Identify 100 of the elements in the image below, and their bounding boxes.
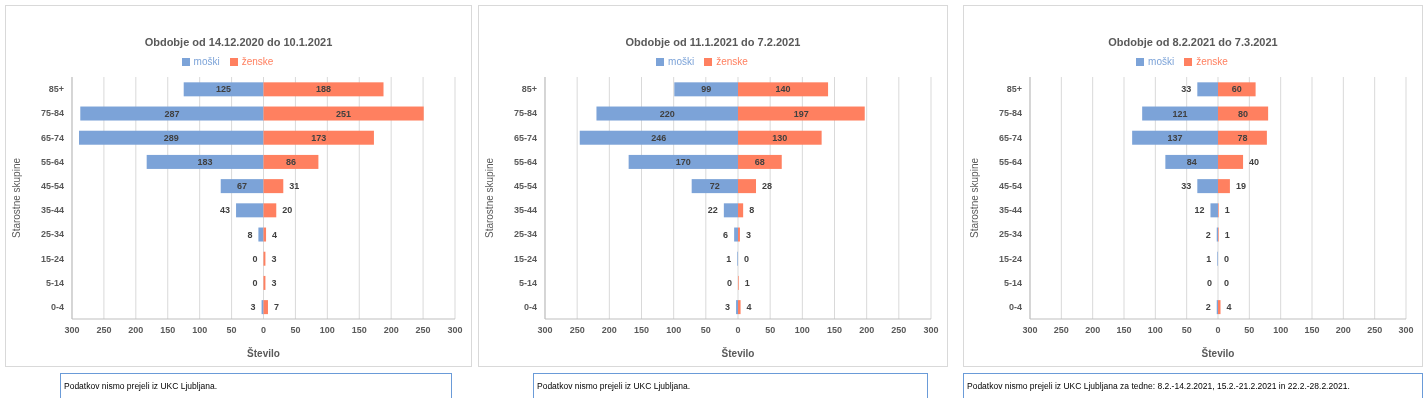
data-label: 1 bbox=[1206, 253, 1212, 264]
bar bbox=[738, 154, 782, 169]
bar bbox=[1218, 179, 1230, 194]
bar bbox=[1132, 130, 1218, 145]
bar bbox=[263, 154, 319, 169]
y-tick-label: 5-14 bbox=[45, 277, 64, 288]
data-label: 99 bbox=[701, 84, 712, 95]
data-label: 3 bbox=[271, 253, 277, 264]
data-label: 0 bbox=[744, 253, 750, 264]
y-tick-label: 35-44 bbox=[513, 205, 537, 216]
y-tick-label: 25-34 bbox=[998, 229, 1022, 240]
y-tick-label: 55-64 bbox=[998, 156, 1022, 167]
data-label: 4 bbox=[272, 229, 278, 240]
bar bbox=[596, 106, 738, 121]
bar bbox=[1197, 82, 1218, 97]
bar bbox=[146, 154, 264, 169]
data-label: 60 bbox=[1231, 84, 1242, 95]
data-label: 0 bbox=[1206, 278, 1212, 289]
y-tick-label: 55-64 bbox=[40, 156, 64, 167]
bar bbox=[579, 130, 738, 145]
y-tick-label: 75-84 bbox=[513, 108, 537, 119]
y-tick-label: 25-34 bbox=[513, 229, 537, 240]
y-tick-label: 65-74 bbox=[998, 132, 1022, 143]
x-tick-label: 250 bbox=[569, 325, 585, 336]
data-label: 68 bbox=[754, 157, 765, 168]
x-tick-label: 100 bbox=[1273, 325, 1289, 336]
x-tick-label: 300 bbox=[1398, 325, 1414, 336]
bar bbox=[691, 179, 738, 194]
x-tick-label: 150 bbox=[1304, 325, 1320, 336]
bar bbox=[79, 130, 264, 145]
x-tick-label: 50 bbox=[290, 325, 301, 336]
bar bbox=[1218, 130, 1267, 145]
data-label: 40 bbox=[1249, 157, 1260, 168]
y-tick-label: 35-44 bbox=[40, 205, 64, 216]
text: Podatkov nismo prejeli iz UKC Ljubljana. bbox=[533, 373, 928, 398]
bar bbox=[263, 82, 384, 97]
bar bbox=[1197, 179, 1218, 194]
y-tick-label: 45-54 bbox=[513, 181, 537, 192]
data-label: 4 bbox=[1226, 302, 1232, 313]
data-label: 183 bbox=[197, 157, 213, 168]
data-label: 170 bbox=[675, 157, 691, 168]
x-tick-label: 0 bbox=[260, 325, 267, 336]
legend-label: ženske bbox=[241, 56, 274, 67]
bar bbox=[674, 82, 738, 97]
legend-label: moški bbox=[668, 56, 695, 67]
data-label: 246 bbox=[651, 132, 667, 143]
bar bbox=[738, 130, 822, 145]
data-label: 12 bbox=[1194, 205, 1205, 216]
bar bbox=[1165, 154, 1218, 169]
bar bbox=[1218, 154, 1244, 169]
data-label: 84 bbox=[1186, 157, 1197, 168]
data-label: 289 bbox=[163, 132, 179, 143]
data-label: 20 bbox=[282, 205, 293, 216]
data-label: 1 bbox=[744, 278, 750, 289]
data-label: 0 bbox=[1224, 253, 1230, 264]
y-tick-label: 75-84 bbox=[998, 108, 1022, 119]
x-tick-label: 50 bbox=[700, 325, 711, 336]
text: Podatkov nismo prejeli iz UKC Ljubljana. bbox=[60, 373, 452, 398]
x-tick-label: 200 bbox=[1335, 325, 1351, 336]
data-label: 0 bbox=[726, 278, 732, 289]
y-tick-label: 45-54 bbox=[998, 181, 1022, 192]
y-tick-label: 85+ bbox=[521, 84, 537, 95]
x-tick-label: 150 bbox=[1116, 325, 1132, 336]
data-label: 130 bbox=[772, 132, 788, 143]
x-tick-label: 200 bbox=[383, 325, 399, 336]
data-label: 0 bbox=[1224, 278, 1230, 289]
bar bbox=[220, 179, 264, 194]
data-label: 7 bbox=[273, 302, 279, 313]
data-label: 80 bbox=[1238, 108, 1249, 119]
x-tick-label: 300 bbox=[537, 325, 553, 336]
data-label: 33 bbox=[1181, 181, 1192, 192]
bar bbox=[263, 179, 284, 194]
bar bbox=[1142, 106, 1218, 121]
bar bbox=[1218, 106, 1269, 121]
data-label: 19 bbox=[1235, 181, 1246, 192]
data-label: 137 bbox=[1167, 132, 1183, 143]
data-label: 0 bbox=[252, 278, 258, 289]
data-label: 28 bbox=[762, 181, 773, 192]
data-label: 2 bbox=[1205, 229, 1211, 240]
legend-label: ženske bbox=[1196, 56, 1228, 67]
bar bbox=[1218, 82, 1256, 97]
y-axis-title: Starostne skupine bbox=[968, 157, 980, 239]
data-label: 8 bbox=[749, 205, 755, 216]
x-tick-label: 250 bbox=[1053, 325, 1069, 336]
x-tick-label: 0 bbox=[735, 325, 741, 336]
bar bbox=[236, 203, 264, 218]
data-label: 3 bbox=[271, 278, 277, 289]
bar bbox=[738, 203, 744, 218]
x-axis-title: Število bbox=[247, 347, 280, 359]
bar bbox=[263, 130, 374, 145]
bar bbox=[738, 179, 757, 194]
data-label: 33 bbox=[1181, 84, 1192, 95]
data-label: 121 bbox=[1172, 108, 1188, 119]
data-label: 220 bbox=[659, 108, 675, 119]
y-tick-label: 0-4 bbox=[523, 302, 537, 313]
data-label: 3 bbox=[725, 302, 731, 313]
bar bbox=[723, 203, 738, 218]
data-label: 3 bbox=[250, 302, 256, 313]
x-tick-label: 150 bbox=[633, 325, 650, 336]
chart-title: Obdobje od 14.12.2020 do 10.1.2021 bbox=[143, 35, 334, 48]
